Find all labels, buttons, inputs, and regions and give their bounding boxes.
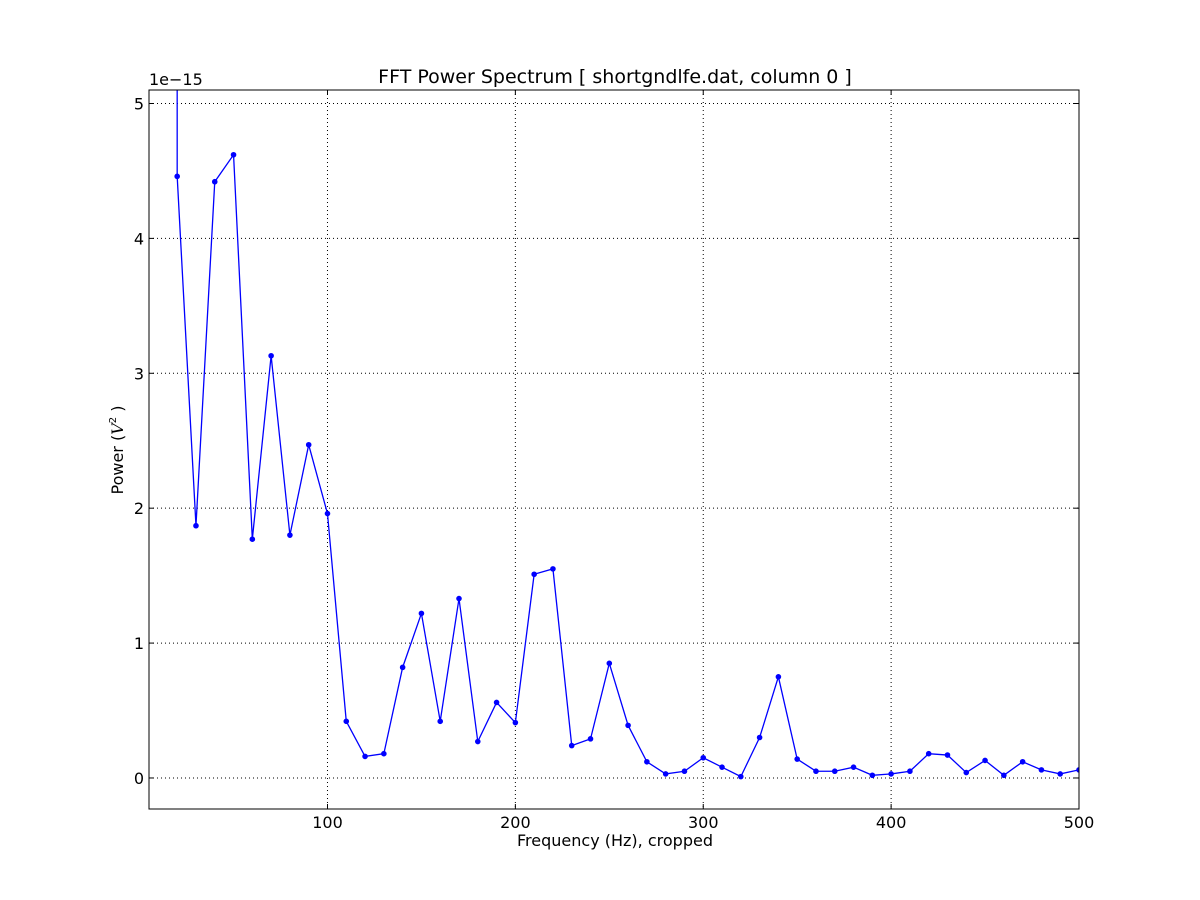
- data-point: [568, 742, 575, 749]
- tick-marks: [149, 90, 1080, 809]
- data-point: [193, 522, 199, 529]
- y-tick-label: 4: [134, 229, 144, 248]
- tick-labels: 100 200 300 400 500 0 1 2 3 4 5: [134, 94, 1094, 832]
- data-point: [907, 768, 913, 775]
- data-point: [644, 758, 650, 765]
- data-point: [531, 571, 537, 578]
- y-axis-label-unit: V: [108, 422, 127, 435]
- data-point: [606, 660, 613, 667]
- data-point: [268, 352, 274, 359]
- data-point: [175, 61, 180, 66]
- y-tick-label: 5: [134, 94, 144, 113]
- data-point: [681, 768, 688, 775]
- y-axis-label-prefix: Power (: [108, 435, 127, 495]
- x-axis-label: Frequency (Hz), cropped: [517, 831, 713, 850]
- series-layer: [174, 61, 1079, 780]
- data-point: [287, 532, 293, 538]
- data-point: [925, 750, 932, 757]
- x-tick-label: 400: [876, 813, 907, 832]
- data-point: [813, 768, 819, 775]
- data-point: [982, 757, 988, 764]
- data-point: [456, 595, 462, 602]
- data-point: [662, 771, 669, 777]
- x-tick-label: 500: [1064, 813, 1095, 832]
- data-point: [625, 722, 631, 729]
- data-point: [437, 718, 444, 725]
- data-point: [850, 764, 857, 770]
- y-axis-label-exponent: 2: [108, 417, 119, 423]
- y-tick-label: 3: [134, 364, 144, 383]
- y-axis-label-suffix: ): [108, 406, 127, 417]
- data-point: [944, 752, 951, 758]
- grid: [149, 90, 1080, 809]
- data-point: [831, 768, 838, 775]
- data-point: [700, 754, 707, 761]
- plot-frame: [148, 89, 1080, 810]
- data-point: [474, 738, 481, 745]
- y-tick-label: 1: [134, 634, 144, 653]
- data-point: [775, 674, 782, 680]
- data-point: [305, 441, 312, 448]
- data-point: [399, 664, 406, 671]
- data-point: [963, 769, 970, 776]
- data-point: [888, 771, 894, 777]
- data-point: [362, 753, 368, 760]
- data-point: [174, 173, 180, 180]
- data-point: [1001, 772, 1007, 779]
- data-point: [738, 773, 744, 780]
- data-point: [230, 151, 237, 158]
- data-point: [343, 718, 350, 725]
- x-tick-label: 100: [312, 813, 343, 832]
- data-point: [1038, 767, 1045, 773]
- y-tick-label: 2: [134, 499, 144, 518]
- data-point: [756, 734, 763, 741]
- data-point: [1057, 771, 1064, 777]
- x-tick-label: 200: [500, 813, 531, 832]
- data-point: [493, 699, 500, 706]
- y-tick-label: 0: [134, 769, 144, 788]
- data-point: [869, 772, 876, 779]
- data-point: [324, 510, 331, 517]
- data-point: [512, 719, 519, 726]
- data-point: [1019, 758, 1026, 765]
- data-point: [794, 756, 800, 762]
- data-point: [249, 536, 256, 543]
- chart-title: FFT Power Spectrum [ shortgndlfe.dat, co…: [378, 66, 852, 88]
- y-offset-text: 1e−15: [149, 70, 203, 89]
- data-point: [719, 764, 725, 770]
- y-axis-label: Power (V2 ): [108, 406, 127, 495]
- data-point: [211, 178, 218, 185]
- plot-area: [149, 90, 1079, 809]
- x-tick-label: 300: [688, 813, 719, 832]
- data-point: [587, 736, 594, 742]
- data-point: [381, 750, 387, 757]
- data-point: [418, 610, 425, 617]
- series-line: [176, 90, 1079, 778]
- data-point: [550, 566, 556, 572]
